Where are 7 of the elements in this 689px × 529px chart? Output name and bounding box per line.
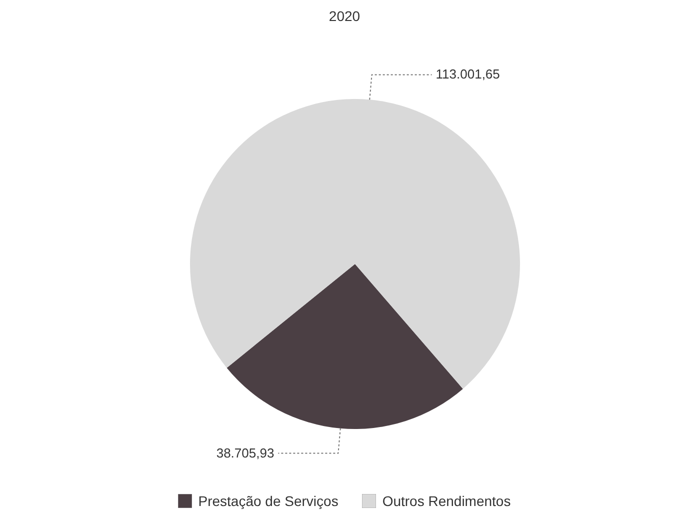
chart-title: 2020 bbox=[328, 8, 362, 24]
pie-slice bbox=[190, 99, 520, 389]
pie-slice bbox=[226, 264, 463, 429]
data-label: 113.001,65 bbox=[436, 66, 500, 82]
legend-label: Prestação de Serviços bbox=[198, 493, 338, 509]
data-label: 38.705,93 bbox=[216, 445, 274, 460]
legend-label: Outros Rendimentos bbox=[382, 493, 511, 509]
